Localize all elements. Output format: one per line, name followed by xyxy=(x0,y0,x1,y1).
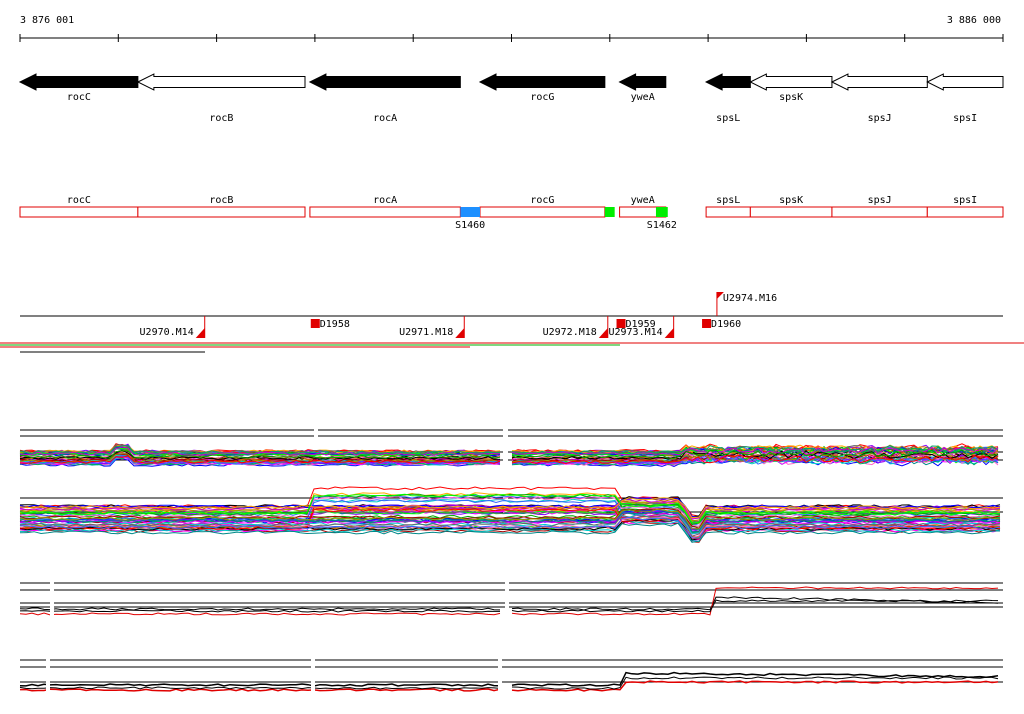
profile-line-lower xyxy=(19,510,1001,532)
profile-gap xyxy=(46,655,50,695)
downstream-marker xyxy=(616,319,626,328)
downstream-label: D1958 xyxy=(320,319,350,330)
profile-line-lower xyxy=(19,522,1000,543)
downstream-marker xyxy=(702,319,712,328)
gene-arrow xyxy=(618,73,667,91)
gene-segment-label: rocA xyxy=(373,195,397,206)
gene-arrow xyxy=(478,73,606,91)
downstream-label: D1959 xyxy=(626,319,656,330)
gene-segment-label: spsK xyxy=(779,195,803,206)
profile-line-lower xyxy=(19,510,1001,542)
segment-label: S1460 xyxy=(455,220,485,231)
highlight-segment xyxy=(460,207,480,217)
gene-arrow xyxy=(749,73,833,91)
profile-gap xyxy=(314,425,318,537)
coord-end-label: 3 886 000 xyxy=(947,15,1001,26)
gene-arrow xyxy=(18,73,139,91)
profile-gap xyxy=(503,425,508,537)
upstream-label: U2971.M18 xyxy=(399,327,453,338)
upstream-marker xyxy=(195,328,205,338)
gene-segment-box xyxy=(705,206,751,218)
profile-line-upper xyxy=(19,454,999,464)
gene-segment-box xyxy=(137,206,306,218)
highlight-segment xyxy=(604,207,615,217)
gene-segment-box xyxy=(309,206,461,218)
upstream-label: U2973.M14 xyxy=(608,327,662,338)
gene-segment-label: spsI xyxy=(953,195,977,206)
gene-segment-label: spsJ xyxy=(868,195,892,206)
gene-arrow xyxy=(704,73,751,91)
highlight-segment xyxy=(655,207,668,217)
gene-label: rocB xyxy=(209,113,233,124)
gene-track: rocC rocB rocA rocG yweA spsL spsK spsJ spsI xyxy=(18,73,1004,124)
profile-line-lower xyxy=(19,498,1001,520)
upstream-marker xyxy=(455,328,465,338)
segment-track: rocC rocB rocA rocG yweA spsL spsK spsJ spsI S146… xyxy=(19,195,1004,231)
upstream-marker xyxy=(664,328,674,338)
gene-label: spsJ xyxy=(868,113,892,124)
upstream-downstream-track: U2970.M14 U2971.M18 U2972.M18 U2973.M14 U297… xyxy=(0,292,1024,353)
upstream-label: U2972.M18 xyxy=(543,327,597,338)
profile-line-lower xyxy=(19,508,1001,530)
panel2-profile-red xyxy=(19,586,999,616)
profile-line-lower xyxy=(19,497,1001,518)
gene-segment-box xyxy=(926,206,1004,218)
gene-arrow xyxy=(830,73,928,91)
profile-gap xyxy=(311,655,315,695)
expression-profile-tracks xyxy=(19,425,1003,695)
gene-arrow xyxy=(926,73,1004,91)
gene-segment-label: rocG xyxy=(530,195,554,206)
profile-line-upper xyxy=(19,444,999,455)
gene-label: rocG xyxy=(530,92,554,103)
profile-line-lower xyxy=(20,497,1001,519)
profile-line-lower xyxy=(19,516,1001,539)
downstream-label: D1960 xyxy=(711,319,741,330)
profile-line-upper xyxy=(19,449,998,459)
coord-start-label: 3 876 001 xyxy=(20,15,74,26)
panel3-profile-black xyxy=(19,676,999,690)
profile-line-lower xyxy=(19,515,1001,537)
panel2-profile-black xyxy=(19,599,999,613)
upstream-marker xyxy=(598,328,608,338)
downstream-marker xyxy=(310,319,320,328)
gene-segment-box xyxy=(831,206,928,218)
upstream-label: U2970.M14 xyxy=(140,327,194,338)
profile-gap xyxy=(505,578,509,618)
gene-label: rocC xyxy=(67,92,91,103)
gene-segment-label: rocC xyxy=(67,195,91,206)
profile-line-lower xyxy=(19,496,1001,527)
profile-gap xyxy=(498,655,502,695)
panel3-profile-red xyxy=(19,680,999,692)
gene-label: spsI xyxy=(953,113,977,124)
profile-line-lower xyxy=(19,493,1001,526)
gene-segment-label: rocB xyxy=(209,195,233,206)
gene-segment-label: spsL xyxy=(716,195,740,206)
segment-label: S1462 xyxy=(647,220,677,231)
gene-segment-box xyxy=(479,206,606,218)
gene-label: spsL xyxy=(716,113,740,124)
profile-line-lower xyxy=(19,493,1001,524)
panel3-profile-black xyxy=(19,671,999,687)
upstream-flag xyxy=(716,292,724,299)
gene-label: spsK xyxy=(779,92,803,103)
gene-segment-box xyxy=(749,206,833,218)
gene-label: rocA xyxy=(373,113,397,124)
gene-label: yweA xyxy=(631,92,655,103)
coordinate-ruler xyxy=(19,34,1004,42)
profile-gap xyxy=(50,578,54,618)
upstream-label: U2974.M16 xyxy=(723,293,777,304)
profile-line-upper xyxy=(19,449,999,460)
gene-arrow xyxy=(136,73,306,91)
profile-line-lower xyxy=(20,506,1001,527)
gene-segment-label: yweA xyxy=(631,195,655,206)
gene-arrow xyxy=(308,73,461,91)
gene-segment-box xyxy=(19,206,139,218)
